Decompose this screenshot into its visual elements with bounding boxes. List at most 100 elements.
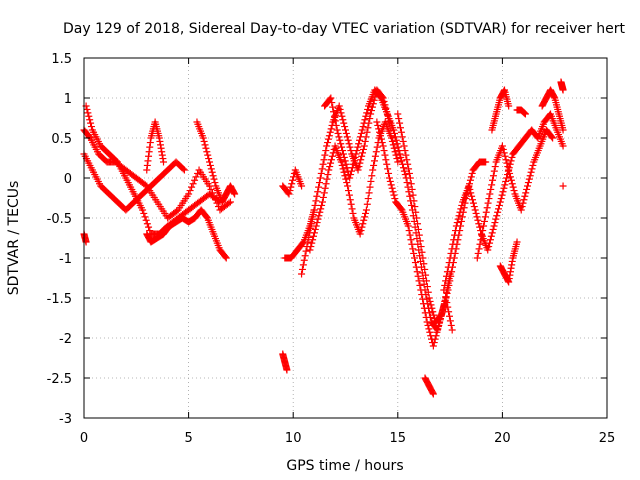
series-arc-k	[279, 166, 306, 198]
data-point	[400, 167, 408, 175]
data-point	[392, 136, 400, 144]
data-point	[508, 153, 516, 161]
data-point	[424, 288, 432, 296]
data-point	[324, 135, 332, 143]
data-point	[342, 129, 350, 137]
data-point	[302, 247, 310, 255]
data-point	[329, 103, 337, 111]
data-point	[474, 216, 482, 224]
data-point	[288, 180, 296, 188]
data-point	[451, 231, 459, 239]
data-point	[510, 187, 518, 195]
data-point	[344, 187, 352, 195]
data-point	[298, 270, 306, 278]
data-point	[358, 152, 366, 160]
data-point	[427, 301, 435, 309]
data-point	[323, 175, 331, 183]
data-point	[398, 133, 406, 141]
data-point	[377, 135, 385, 143]
data-point	[508, 180, 516, 188]
data-point	[298, 265, 306, 273]
data-point	[324, 139, 332, 147]
data-point	[487, 185, 495, 193]
data-point	[490, 222, 498, 230]
data-point	[393, 140, 401, 148]
data-point	[337, 140, 345, 148]
data-point	[221, 253, 229, 261]
data-point	[483, 204, 491, 212]
data-point	[475, 220, 483, 228]
data-point	[502, 177, 510, 185]
data-point	[470, 203, 478, 211]
data-point	[408, 240, 416, 248]
data-point	[348, 205, 356, 213]
data-point	[313, 192, 321, 200]
data-point	[381, 151, 389, 159]
data-point	[308, 239, 316, 247]
data-point	[394, 158, 402, 166]
data-point	[85, 112, 93, 120]
data-point	[443, 268, 451, 276]
data-point	[364, 105, 372, 113]
x-tick-label: 20	[494, 431, 511, 446]
data-point	[507, 176, 515, 184]
data-point	[491, 219, 499, 227]
data-point	[348, 164, 356, 172]
data-point	[491, 163, 499, 171]
data-point	[437, 311, 445, 319]
data-point	[320, 156, 328, 164]
data-point	[404, 183, 412, 191]
data-point	[417, 243, 425, 251]
data-point	[316, 174, 324, 182]
data-point	[343, 133, 351, 141]
data-point	[298, 182, 306, 190]
data-point	[324, 171, 332, 179]
data-point	[339, 165, 347, 173]
data-point	[527, 168, 535, 176]
data-point	[429, 342, 437, 350]
data-point	[339, 147, 347, 155]
data-point	[426, 328, 434, 336]
data-point	[413, 214, 421, 222]
data-point	[429, 390, 437, 398]
data-point	[143, 220, 151, 228]
data-point	[457, 205, 465, 213]
data-point	[525, 175, 533, 183]
data-point	[559, 86, 567, 94]
data-point	[476, 223, 484, 231]
data-point	[485, 195, 493, 203]
data-point	[391, 148, 399, 156]
data-point	[408, 201, 416, 209]
data-point	[529, 161, 537, 169]
data-point	[83, 105, 91, 113]
data-point	[418, 291, 426, 299]
data-point	[549, 134, 557, 142]
data-point	[321, 151, 329, 159]
data-point	[226, 198, 234, 206]
data-point	[439, 307, 447, 315]
y-tick-label: 1.5	[51, 52, 72, 67]
series-arc-y	[559, 182, 567, 190]
series-arc-g	[218, 182, 239, 206]
data-point	[343, 179, 351, 187]
data-point	[390, 144, 398, 152]
y-tick-label: -0.5	[47, 212, 72, 227]
data-point	[397, 153, 405, 161]
data-point	[559, 126, 567, 134]
y-tick-label: -1	[59, 252, 72, 267]
data-point	[199, 134, 207, 142]
data-point	[306, 246, 314, 254]
data-point	[141, 181, 149, 189]
data-point	[441, 296, 449, 304]
data-point	[204, 151, 212, 159]
data-point	[357, 227, 365, 235]
data-point	[307, 220, 315, 228]
data-point	[327, 159, 335, 167]
data-point	[465, 182, 473, 190]
data-point	[474, 249, 482, 257]
data-point	[360, 119, 368, 127]
data-point	[411, 259, 419, 267]
data-point	[354, 166, 362, 174]
data-point	[456, 208, 464, 216]
